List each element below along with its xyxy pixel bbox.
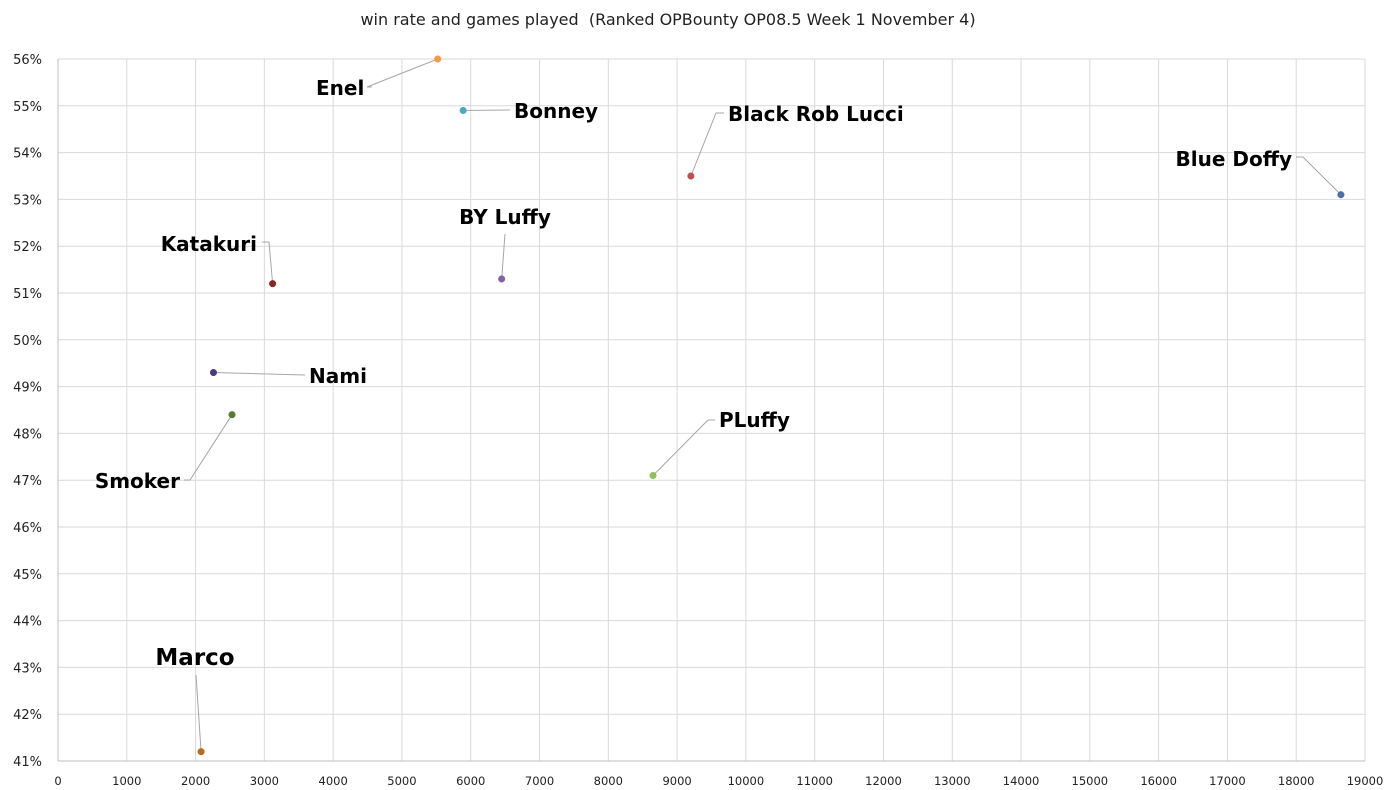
y-tick-label: 52% <box>13 240 42 255</box>
leader-line <box>652 419 715 476</box>
y-tick-label: 51% <box>13 287 42 302</box>
data-label: Enel <box>316 76 364 100</box>
data-point <box>1337 191 1345 199</box>
leader-line <box>1296 156 1342 196</box>
data-point <box>209 369 218 377</box>
y-tick-label: 46% <box>13 521 42 536</box>
data-label: Marco <box>155 645 234 671</box>
x-tick-label: 12000 <box>865 774 902 788</box>
data-label: Katakuri <box>161 232 257 256</box>
leader-line <box>195 674 202 752</box>
x-tick-label: 2000 <box>181 774 210 788</box>
leader-line <box>262 241 274 284</box>
y-tick-label: 53% <box>13 193 42 208</box>
chart-title: win rate and games played (Ranked OPBoun… <box>360 10 976 29</box>
y-tick-label: 50% <box>13 334 42 349</box>
leader-line <box>213 372 306 376</box>
x-tick-label: 5000 <box>387 774 416 788</box>
data-label: Smoker <box>95 469 180 493</box>
data-label: BY Luffy <box>459 205 551 229</box>
y-tick-label: 41% <box>13 755 42 770</box>
x-tick-label: 8000 <box>594 774 623 788</box>
y-tick-label: 47% <box>13 474 42 489</box>
data-point <box>197 748 205 756</box>
x-tick-label: 15000 <box>1072 774 1109 788</box>
y-tick-label: 45% <box>13 568 42 583</box>
data-label: Blue Doffy <box>1176 147 1292 171</box>
data-point <box>459 106 467 115</box>
x-tick-label: 17000 <box>1209 774 1246 788</box>
data-point <box>228 411 236 419</box>
x-tick-label: 0 <box>54 774 61 788</box>
y-tick-label: 42% <box>13 708 42 723</box>
x-tick-label: 4000 <box>319 774 348 788</box>
data-point <box>687 172 695 180</box>
x-tick-label: 1000 <box>112 774 141 788</box>
leader-line <box>501 233 506 279</box>
x-tick-label: 18000 <box>1278 774 1315 788</box>
data-point <box>498 275 506 283</box>
leader-line <box>184 414 233 481</box>
x-tick-label: 16000 <box>1140 774 1177 788</box>
y-tick-label: 48% <box>13 427 42 442</box>
y-tick-label: 54% <box>13 147 42 162</box>
x-tick-label: 13000 <box>934 774 971 788</box>
data-point <box>434 55 442 63</box>
y-tick-label: 43% <box>13 661 42 676</box>
x-tick-label: 10000 <box>728 774 765 788</box>
y-tick-label: 56% <box>13 53 42 68</box>
x-tick-label: 6000 <box>456 774 485 788</box>
y-tick-label: 44% <box>13 615 42 630</box>
x-tick-label: 9000 <box>662 774 691 788</box>
x-tick-label: 7000 <box>525 774 554 788</box>
data-label: Bonney <box>514 99 598 123</box>
x-tick-label: 3000 <box>250 774 279 788</box>
data-point <box>269 280 277 288</box>
leader-line <box>366 58 438 88</box>
data-label: PLuffy <box>719 408 790 432</box>
x-tick-label: 14000 <box>1003 774 1040 788</box>
y-tick-label: 49% <box>13 381 42 396</box>
data-label: Nami <box>309 364 367 388</box>
y-tick-label: 55% <box>13 100 42 115</box>
x-tick-label: 11000 <box>796 774 833 788</box>
data-label: Black Rob Lucci <box>728 102 904 126</box>
leader-line <box>690 112 724 177</box>
x-tick-label: 19000 <box>1347 774 1384 788</box>
data-point <box>649 471 657 480</box>
